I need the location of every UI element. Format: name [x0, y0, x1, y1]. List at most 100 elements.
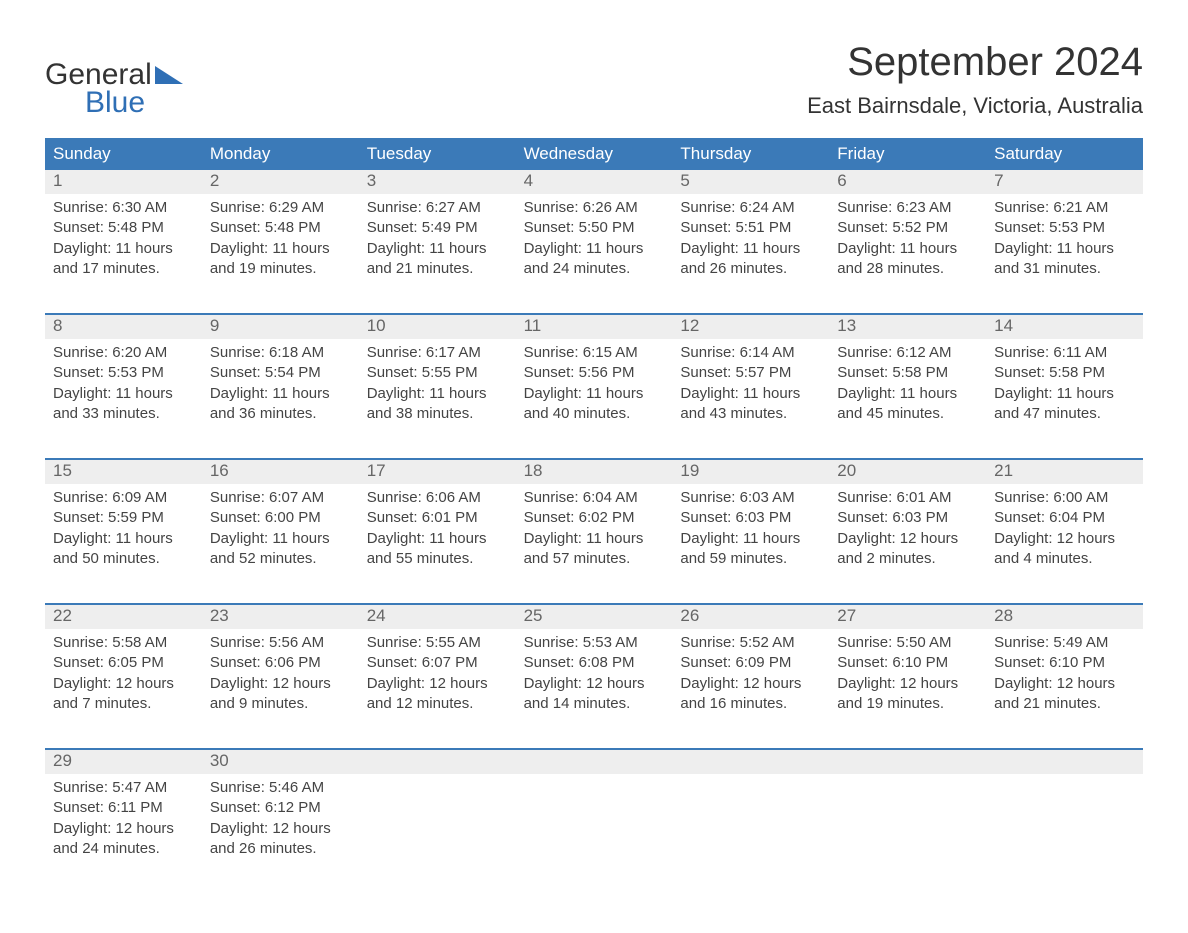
- sunrise-text: Sunrise: 5:58 AM: [53, 633, 194, 653]
- date-number: 16: [202, 460, 359, 484]
- daylight-text: Daylight: 11 hours and 59 minutes.: [680, 529, 821, 570]
- sunset-text: Sunset: 6:03 PM: [837, 508, 978, 528]
- date-number: 11: [516, 315, 673, 339]
- day-cell: [829, 774, 986, 865]
- date-number: [516, 750, 673, 774]
- sunrise-text: Sunrise: 5:52 AM: [680, 633, 821, 653]
- daylight-text: Daylight: 11 hours and 40 minutes.: [524, 384, 665, 425]
- sunset-text: Sunset: 6:00 PM: [210, 508, 351, 528]
- date-number: 28: [986, 605, 1143, 629]
- location-text: East Bairnsdale, Victoria, Australia: [807, 93, 1143, 119]
- logo-text-blue: Blue: [85, 86, 145, 120]
- sunrise-text: Sunrise: 6:18 AM: [210, 343, 351, 363]
- sunrise-text: Sunrise: 6:24 AM: [680, 198, 821, 218]
- date-number: 17: [359, 460, 516, 484]
- sunrise-text: Sunrise: 6:23 AM: [837, 198, 978, 218]
- sunrise-text: Sunrise: 5:50 AM: [837, 633, 978, 653]
- day-cell: Sunrise: 6:04 AMSunset: 6:02 PMDaylight:…: [516, 484, 673, 575]
- date-number: 25: [516, 605, 673, 629]
- date-number: 7: [986, 170, 1143, 194]
- content-row: Sunrise: 5:47 AMSunset: 6:11 PMDaylight:…: [45, 774, 1143, 865]
- day-cell: Sunrise: 6:06 AMSunset: 6:01 PMDaylight:…: [359, 484, 516, 575]
- sunset-text: Sunset: 5:53 PM: [53, 363, 194, 383]
- day-cell: Sunrise: 5:52 AMSunset: 6:09 PMDaylight:…: [672, 629, 829, 720]
- day-cell: Sunrise: 6:01 AMSunset: 6:03 PMDaylight:…: [829, 484, 986, 575]
- sunset-text: Sunset: 5:53 PM: [994, 218, 1135, 238]
- sunrise-text: Sunrise: 5:49 AM: [994, 633, 1135, 653]
- daylight-text: Daylight: 11 hours and 21 minutes.: [367, 239, 508, 280]
- sunset-text: Sunset: 5:48 PM: [210, 218, 351, 238]
- day-cell: Sunrise: 5:50 AMSunset: 6:10 PMDaylight:…: [829, 629, 986, 720]
- calendar: Sunday Monday Tuesday Wednesday Thursday…: [45, 138, 1143, 865]
- day-cell: Sunrise: 6:20 AMSunset: 5:53 PMDaylight:…: [45, 339, 202, 430]
- day-cell: Sunrise: 5:49 AMSunset: 6:10 PMDaylight:…: [986, 629, 1143, 720]
- sunset-text: Sunset: 5:49 PM: [367, 218, 508, 238]
- sunrise-text: Sunrise: 6:06 AM: [367, 488, 508, 508]
- daylight-text: Daylight: 12 hours and 19 minutes.: [837, 674, 978, 715]
- sunset-text: Sunset: 6:07 PM: [367, 653, 508, 673]
- sunset-text: Sunset: 5:48 PM: [53, 218, 194, 238]
- sunrise-text: Sunrise: 5:46 AM: [210, 778, 351, 798]
- daylight-text: Daylight: 11 hours and 26 minutes.: [680, 239, 821, 280]
- sunset-text: Sunset: 5:51 PM: [680, 218, 821, 238]
- date-row: 15161718192021: [45, 460, 1143, 484]
- date-row: 2930: [45, 750, 1143, 774]
- day-cell: Sunrise: 6:00 AMSunset: 6:04 PMDaylight:…: [986, 484, 1143, 575]
- date-number: 18: [516, 460, 673, 484]
- daylight-text: Daylight: 11 hours and 19 minutes.: [210, 239, 351, 280]
- sunrise-text: Sunrise: 6:17 AM: [367, 343, 508, 363]
- month-title: September 2024: [807, 40, 1143, 85]
- daylight-text: Daylight: 11 hours and 33 minutes.: [53, 384, 194, 425]
- day-cell: Sunrise: 5:55 AMSunset: 6:07 PMDaylight:…: [359, 629, 516, 720]
- content-row: Sunrise: 6:09 AMSunset: 5:59 PMDaylight:…: [45, 484, 1143, 575]
- date-number: 4: [516, 170, 673, 194]
- sunrise-text: Sunrise: 6:03 AM: [680, 488, 821, 508]
- date-number: 2: [202, 170, 359, 194]
- date-row: 22232425262728: [45, 605, 1143, 629]
- sunrise-text: Sunrise: 6:09 AM: [53, 488, 194, 508]
- day-cell: Sunrise: 5:56 AMSunset: 6:06 PMDaylight:…: [202, 629, 359, 720]
- sunset-text: Sunset: 5:55 PM: [367, 363, 508, 383]
- sunset-text: Sunset: 6:09 PM: [680, 653, 821, 673]
- day-header-friday: Friday: [829, 138, 986, 170]
- day-cell: Sunrise: 6:21 AMSunset: 5:53 PMDaylight:…: [986, 194, 1143, 285]
- sunrise-text: Sunrise: 6:21 AM: [994, 198, 1135, 218]
- day-cell: Sunrise: 6:27 AMSunset: 5:49 PMDaylight:…: [359, 194, 516, 285]
- date-number: 21: [986, 460, 1143, 484]
- weeks-container: 1234567Sunrise: 6:30 AMSunset: 5:48 PMDa…: [45, 170, 1143, 865]
- sunset-text: Sunset: 5:58 PM: [837, 363, 978, 383]
- date-number: 1: [45, 170, 202, 194]
- date-number: 9: [202, 315, 359, 339]
- daylight-text: Daylight: 12 hours and 12 minutes.: [367, 674, 508, 715]
- daylight-text: Daylight: 11 hours and 17 minutes.: [53, 239, 194, 280]
- date-number: 23: [202, 605, 359, 629]
- content-row: Sunrise: 6:20 AMSunset: 5:53 PMDaylight:…: [45, 339, 1143, 430]
- sunrise-text: Sunrise: 6:07 AM: [210, 488, 351, 508]
- day-cell: Sunrise: 6:26 AMSunset: 5:50 PMDaylight:…: [516, 194, 673, 285]
- title-block: September 2024 East Bairnsdale, Victoria…: [807, 40, 1143, 119]
- date-number: [829, 750, 986, 774]
- sunset-text: Sunset: 5:50 PM: [524, 218, 665, 238]
- sunset-text: Sunset: 6:05 PM: [53, 653, 194, 673]
- day-header-wednesday: Wednesday: [516, 138, 673, 170]
- sunrise-text: Sunrise: 6:20 AM: [53, 343, 194, 363]
- day-cell: Sunrise: 5:46 AMSunset: 6:12 PMDaylight:…: [202, 774, 359, 865]
- daylight-text: Daylight: 11 hours and 24 minutes.: [524, 239, 665, 280]
- date-number: 27: [829, 605, 986, 629]
- calendar-week: 1234567Sunrise: 6:30 AMSunset: 5:48 PMDa…: [45, 170, 1143, 285]
- sunrise-text: Sunrise: 6:01 AM: [837, 488, 978, 508]
- sunset-text: Sunset: 6:10 PM: [994, 653, 1135, 673]
- sunset-text: Sunset: 6:11 PM: [53, 798, 194, 818]
- date-number: 22: [45, 605, 202, 629]
- sunrise-text: Sunrise: 6:30 AM: [53, 198, 194, 218]
- daylight-text: Daylight: 11 hours and 47 minutes.: [994, 384, 1135, 425]
- day-cell: Sunrise: 6:14 AMSunset: 5:57 PMDaylight:…: [672, 339, 829, 430]
- sunset-text: Sunset: 5:52 PM: [837, 218, 978, 238]
- daylight-text: Daylight: 11 hours and 28 minutes.: [837, 239, 978, 280]
- date-number: 13: [829, 315, 986, 339]
- brand-logo: General Blue: [45, 40, 183, 120]
- day-cell: [516, 774, 673, 865]
- sunset-text: Sunset: 6:01 PM: [367, 508, 508, 528]
- sunrise-text: Sunrise: 6:11 AM: [994, 343, 1135, 363]
- daylight-text: Daylight: 12 hours and 4 minutes.: [994, 529, 1135, 570]
